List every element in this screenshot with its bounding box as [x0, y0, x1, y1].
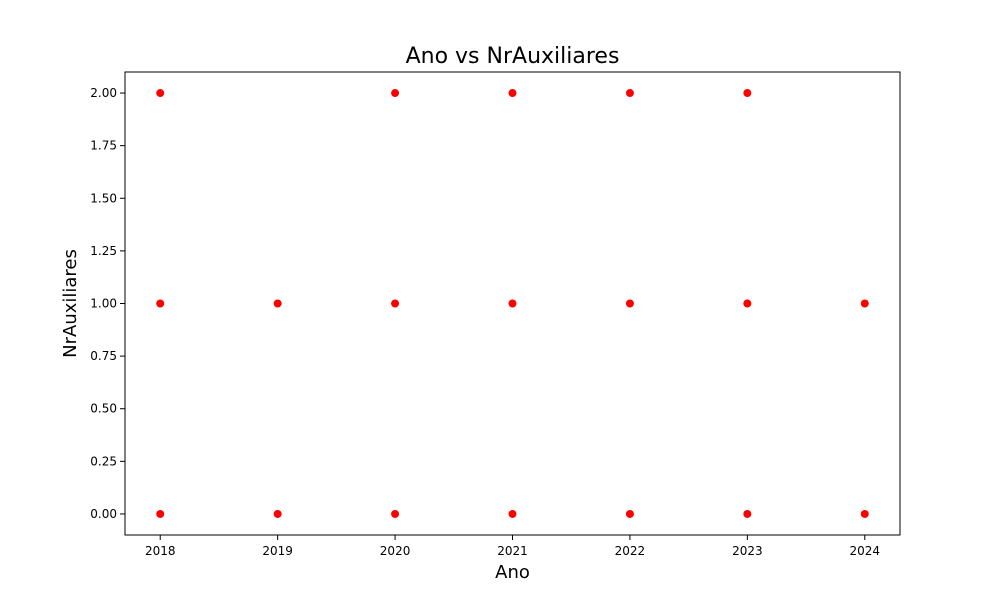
data-point: [508, 509, 517, 518]
y-tick-label: 1.75: [90, 139, 117, 153]
data-point: [625, 299, 634, 308]
data-point: [391, 509, 400, 518]
y-axis: 0.00 0.25 0.50 0.75 1.00 1.25 1.50 1.75 2.00: [90, 86, 125, 521]
x-tick-label: 2022: [615, 544, 646, 558]
x-tick-label: 2024: [849, 544, 880, 558]
x-tick-label: 2021: [497, 544, 528, 558]
data-point: [391, 299, 400, 308]
data-point: [391, 89, 400, 98]
x-tick-label: 2020: [380, 544, 411, 558]
data-point: [508, 89, 517, 98]
data-point: [156, 89, 165, 98]
x-tick-label: 2023: [732, 544, 763, 558]
chart-title: Ano vs NrAuxiliares: [406, 44, 620, 69]
data-point: [743, 89, 752, 98]
data-point: [156, 299, 165, 308]
y-tick-label: 1.00: [90, 297, 117, 311]
data-point: [743, 299, 752, 308]
y-tick-label: 1.25: [90, 244, 117, 258]
data-point: [273, 299, 282, 308]
data-point: [508, 299, 517, 308]
data-point: [860, 299, 869, 308]
x-axis: 2018 2019 2020 2021 2022 2023 2024: [145, 535, 880, 558]
x-tick-label: 2019: [262, 544, 293, 558]
x-tick-label: 2018: [145, 544, 176, 558]
y-tick-label: 0.75: [90, 349, 117, 363]
y-tick-label: 0.25: [90, 454, 117, 468]
data-point: [273, 509, 282, 518]
y-tick-label: 0.00: [90, 507, 117, 521]
data-point: [156, 509, 165, 518]
y-tick-label: 0.50: [90, 402, 117, 416]
data-points: [156, 89, 869, 518]
y-tick-label: 1.50: [90, 191, 117, 205]
y-tick-label: 2.00: [90, 86, 117, 100]
data-point: [860, 509, 869, 518]
y-axis-label: NrAuxiliares: [60, 249, 81, 358]
x-axis-label: Ano: [495, 562, 530, 583]
data-point: [743, 509, 752, 518]
data-point: [625, 509, 634, 518]
data-point: [625, 89, 634, 98]
